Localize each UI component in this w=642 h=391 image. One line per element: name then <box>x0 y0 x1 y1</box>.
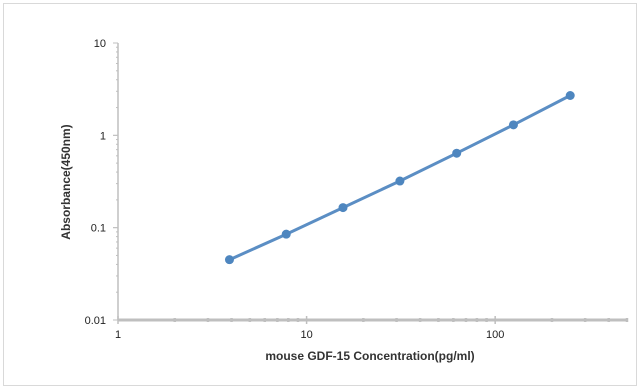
data-point <box>508 120 518 130</box>
y-tick-labels: 0.01 0.1 1 10 <box>85 38 106 327</box>
data-point <box>565 91 575 101</box>
x-tick-label: 100 <box>486 329 504 341</box>
y-tick-label: 10 <box>94 38 106 50</box>
data-point <box>395 176 405 186</box>
y-tick-label: 0.1 <box>91 223 106 235</box>
axes <box>113 42 629 324</box>
y-axis-title: Absorbance(450nm) <box>59 124 73 239</box>
data-point <box>281 229 291 239</box>
data-point <box>338 203 348 213</box>
x-axis-title: mouse GDF-15 Concentration(pg/ml) <box>265 349 474 363</box>
data-point <box>224 255 234 265</box>
data-point <box>452 148 462 158</box>
x-tick-labels: 1 10 100 <box>115 329 504 341</box>
x-tick-label: 1 <box>115 329 121 341</box>
y-tick-label: 0.01 <box>85 315 106 327</box>
x-tick-label: 10 <box>300 329 312 341</box>
series-group <box>224 91 575 265</box>
chart-frame <box>3 3 637 386</box>
y-tick-label: 1 <box>100 130 106 142</box>
